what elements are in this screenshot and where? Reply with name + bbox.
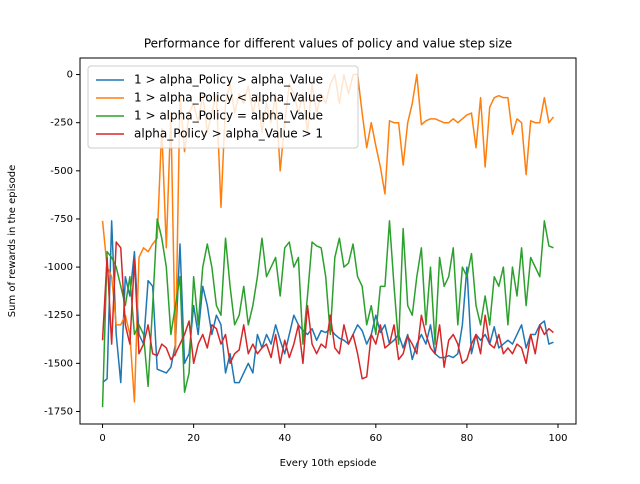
x-tick-label: 40 [278, 433, 291, 444]
y-tick-label: 0 [67, 70, 73, 81]
y-tick-label: -1500 [44, 358, 73, 369]
axes-frame [79, 57, 577, 425]
series-line [101, 218, 554, 408]
x-tick-label: 0 [99, 433, 105, 444]
x-tick-label: 60 [369, 433, 382, 444]
series-line [101, 241, 554, 380]
legend-label: 1 > alpha_Policy < alpha_Value [134, 91, 323, 105]
y-axis-label: Sum of rewards in the episode [7, 165, 18, 317]
y-tick-label: -1000 [44, 262, 73, 273]
legend-label: alpha_Policy > alpha_Value > 1 [134, 127, 323, 141]
legend-label: 1 > alpha_Policy = alpha_Value [134, 109, 323, 123]
x-tick-label: 20 [187, 433, 200, 444]
chart-title: Performance for different values of poli… [144, 37, 512, 51]
legend-label: 1 > alpha_Policy > alpha_Value [134, 73, 323, 87]
y-tick-label: -750 [50, 214, 73, 225]
legend-box [87, 65, 359, 149]
plot-area [101, 73, 555, 408]
y-tick-label: -1250 [44, 310, 73, 321]
y-tick-label: -1750 [44, 406, 73, 417]
y-tick-label: -500 [50, 166, 73, 177]
x-tick-label: 80 [461, 433, 474, 444]
x-axis-label: Every 10th epsiode [280, 458, 377, 469]
y-tick-label: -250 [50, 118, 73, 129]
x-tick-label: 100 [548, 433, 567, 444]
